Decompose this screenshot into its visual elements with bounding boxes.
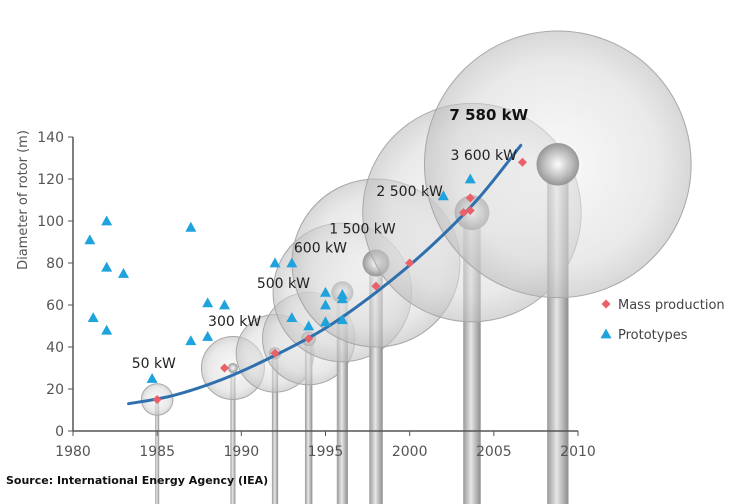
x-tick-label: 1990	[224, 444, 260, 460]
legend-label: Prototypes	[618, 328, 688, 343]
power-labels: 50 kW 300 kW 500 kW 600 kW 1 500 kW 2 500 kW 3…	[132, 106, 529, 372]
prototype-point	[101, 215, 113, 226]
prototype-point	[286, 257, 298, 268]
y-tick-label: 60	[46, 298, 64, 314]
prototype-point	[320, 316, 331, 327]
prototype-point	[286, 312, 298, 322]
mass-production-point	[465, 206, 475, 215]
turbine-tower	[304, 338, 313, 504]
turbine-tower	[271, 353, 279, 504]
legend-label: Mass production	[618, 298, 725, 313]
prototype-point	[269, 257, 281, 268]
prototype-point	[101, 261, 113, 272]
prototype-point	[336, 314, 348, 325]
turbine-power-label: 7 580 kW	[449, 106, 528, 124]
legend: Mass production Prototypes	[600, 298, 725, 343]
x-tick-label: 1995	[308, 444, 344, 460]
prototype-point	[437, 190, 449, 201]
source-note: Source: International Energy Agency (IEA…	[6, 474, 269, 487]
y-tick-label: 40	[46, 340, 64, 356]
mass-production-point	[220, 363, 229, 373]
turbine-power-label: 600 kW	[294, 241, 347, 257]
prototype-point	[87, 312, 99, 322]
prototype-point	[303, 320, 315, 331]
turbine-power-label: 3 600 kW	[450, 148, 517, 164]
y-tick-label: 140	[37, 130, 64, 146]
turbine-tower	[155, 399, 160, 504]
turbine-tower	[230, 368, 236, 504]
prototype-point	[185, 221, 197, 232]
prototype-point	[84, 234, 96, 245]
y-tick-label: 80	[46, 256, 64, 272]
prototype-point	[464, 173, 476, 184]
x-tick-label: 2010	[560, 444, 596, 460]
y-axis-title: Diameter of rotor (m)	[16, 130, 31, 270]
prototype-point	[101, 324, 113, 335]
y-tick-label: 20	[46, 382, 64, 398]
mass-production-point	[405, 258, 415, 268]
legend-mass-production-marker	[601, 299, 611, 309]
x-tick-label: 1985	[139, 444, 175, 460]
x-tick-label: 2000	[392, 444, 428, 460]
mass-production-point	[465, 193, 475, 203]
y-tick-label: 0	[55, 424, 64, 440]
turbine-power-label: 300 kW	[208, 314, 261, 330]
mass-production-point	[270, 348, 280, 358]
legend-prototypes-marker	[600, 328, 612, 339]
x-tick-label: 2005	[476, 444, 512, 460]
y-tick-label: 120	[37, 172, 64, 188]
mass-production-point	[459, 208, 469, 218]
mass-production-point	[152, 395, 162, 404]
turbine-power-label: 1 500 kW	[329, 222, 396, 238]
prototype-point	[146, 373, 158, 383]
turbine-illustrations	[140, 30, 692, 504]
turbine-power-label: 2 500 kW	[376, 184, 443, 200]
prototype-point	[202, 331, 214, 341]
turbine-power-label: 500 kW	[257, 276, 310, 292]
prototype-point	[219, 299, 230, 310]
turbine-7	[423, 30, 692, 504]
axes: 0 20 40 60 80 100 120 140 1980 1985 1990 1995 2000 20…	[37, 130, 596, 460]
mass-production-point	[517, 157, 527, 167]
turbine-hub	[536, 142, 580, 186]
turbine-power-label: 50 kW	[132, 356, 176, 372]
prototype-point	[118, 268, 129, 278]
data-points	[84, 157, 527, 404]
prototype-point	[320, 299, 331, 310]
prototype-point	[202, 297, 214, 308]
mass-production-point	[304, 334, 314, 344]
x-tick-label: 1980	[55, 444, 91, 460]
prototype-point	[336, 293, 348, 304]
mass-production-point	[371, 281, 381, 291]
turbine-tower	[336, 292, 348, 504]
prototype-point	[320, 286, 331, 297]
prototype-point	[185, 335, 197, 346]
y-tick-label: 100	[37, 214, 64, 230]
turbine-hub	[227, 362, 238, 374]
